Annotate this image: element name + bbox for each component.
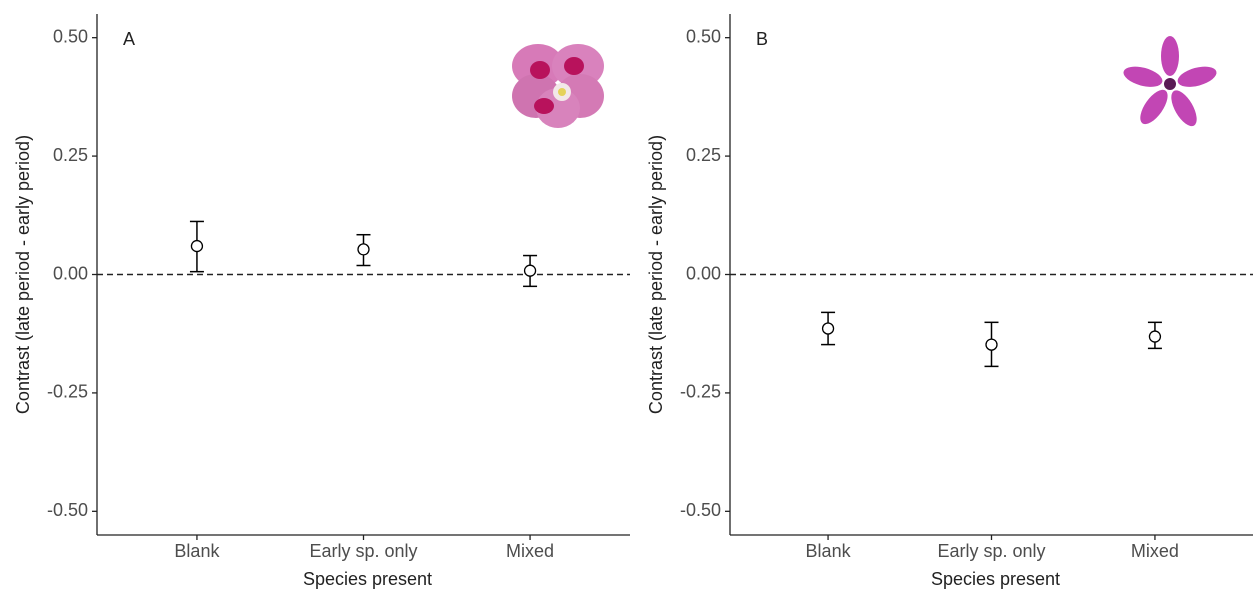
x-axis-label: Species present (931, 569, 1060, 589)
y-tick-label: -0.25 (680, 382, 721, 402)
y-tick-label: 0.25 (53, 145, 88, 165)
point (985, 338, 998, 351)
flower-b (1123, 36, 1217, 127)
x-tick-label: Mixed (1131, 541, 1179, 561)
y-tick-label: 0.00 (686, 263, 721, 283)
point (523, 264, 537, 277)
x-axis-label: Species present (303, 569, 432, 589)
x-tick-label: Blank (806, 541, 852, 561)
y-tick-label: -0.50 (680, 500, 721, 520)
y-tick-label: -0.25 (47, 382, 88, 402)
point (357, 243, 370, 256)
y-tick-label: -0.50 (47, 500, 88, 520)
point (190, 239, 204, 253)
point (821, 322, 835, 335)
panel-label: B (756, 29, 768, 49)
x-tick-label: Blank (174, 541, 220, 561)
y-axis-label: Contrast (late period - early period) (13, 135, 33, 414)
flower-a (512, 44, 604, 128)
y-tick-label: 0.00 (53, 263, 88, 283)
x-tick-label: Early sp. only (937, 541, 1045, 561)
y-axis-label: Contrast (late period - early period) (646, 135, 666, 414)
y-tick-label: 0.50 (686, 26, 721, 46)
panel-label: A (123, 29, 135, 49)
y-tick-label: 0.25 (686, 145, 721, 165)
point (1148, 330, 1162, 343)
y-tick-label: 0.50 (53, 26, 88, 46)
x-tick-label: Mixed (506, 541, 554, 561)
x-tick-label: Early sp. only (309, 541, 417, 561)
